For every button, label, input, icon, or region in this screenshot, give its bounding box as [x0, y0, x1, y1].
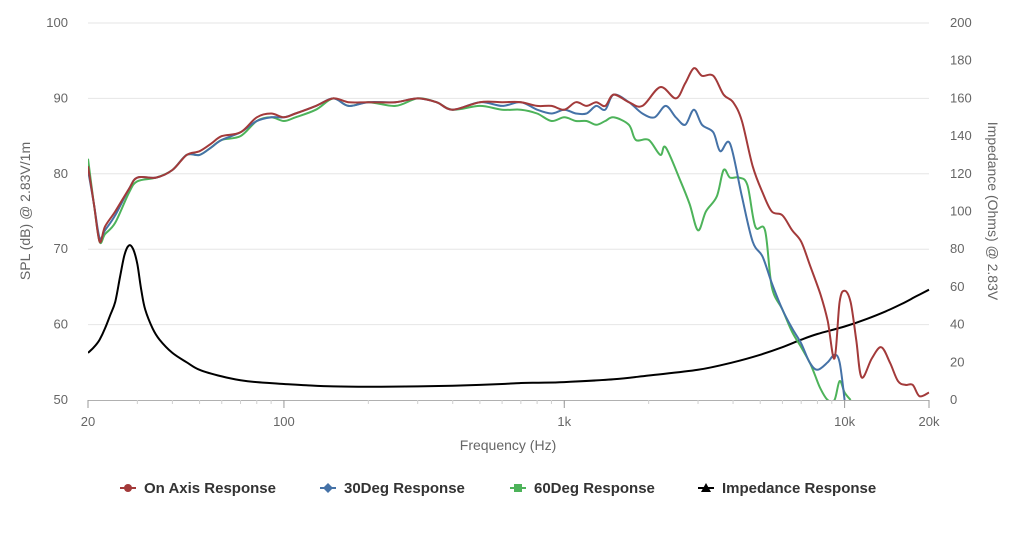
- x-tick-label: 20k: [919, 414, 940, 429]
- x-tick-label: 1k: [557, 414, 571, 429]
- y2-tick-label: 60: [950, 279, 964, 294]
- y-tick-label: 90: [54, 90, 68, 105]
- series-line-60deg-response: [88, 97, 852, 400]
- legend-label: Impedance Response: [722, 480, 876, 497]
- legend-item-30deg-response[interactable]: 30Deg Response: [320, 480, 465, 497]
- x-tick-label: 20: [81, 414, 95, 429]
- y2-tick-label: 200: [950, 15, 972, 30]
- y-axis-title: SPL (dB) @ 2.83V/1m: [17, 142, 33, 280]
- series-group: [88, 67, 930, 400]
- y2-tick-label: 180: [950, 53, 972, 68]
- diamond-marker-icon: [323, 483, 333, 493]
- x-tick-label: 100: [273, 414, 295, 429]
- y2-tick-label: 100: [950, 204, 972, 219]
- circle-marker-icon: [124, 484, 132, 492]
- x-axis-title: Frequency (Hz): [460, 437, 556, 453]
- series-line-impedance-response: [88, 244, 930, 388]
- y-axis-tick-labels: 50 60 70 80 90 100: [46, 15, 68, 407]
- y2-tick-label: 120: [950, 166, 972, 181]
- legend-item-60deg-response[interactable]: 60Deg Response: [510, 480, 655, 497]
- series-line-on-axis-response: [88, 67, 930, 398]
- legend-label: 60Deg Response: [534, 480, 655, 497]
- y2-tick-label: 20: [950, 354, 964, 369]
- square-marker-icon: [514, 484, 522, 492]
- y-tick-label: 100: [46, 15, 68, 30]
- legend-label: 30Deg Response: [344, 480, 465, 497]
- legend: On Axis Response 30Deg Response 60Deg Resp…: [120, 480, 876, 497]
- y2-tick-label: 140: [950, 128, 972, 143]
- y2-tick-label: 0: [950, 392, 957, 407]
- legend-label: On Axis Response: [144, 480, 276, 497]
- y2-axis-tick-labels: 0 20 40 60 80 100 120 140 160 180 200: [950, 15, 972, 407]
- y-tick-label: 80: [54, 166, 68, 181]
- y-tick-label: 60: [54, 317, 68, 332]
- y2-tick-label: 40: [950, 317, 964, 332]
- series-line-30deg-response: [88, 93, 846, 400]
- x-axis: 20 100 1k 10k 20k: [81, 400, 940, 429]
- triangle-marker-icon: [701, 483, 711, 492]
- y-tick-label: 50: [54, 392, 68, 407]
- legend-item-on-axis-response[interactable]: On Axis Response: [120, 480, 276, 497]
- grid-lines: [88, 22, 929, 326]
- y-tick-label: 70: [54, 241, 68, 256]
- x-tick-label: 10k: [834, 414, 855, 429]
- y2-axis-title: Impedance (Ohms) @ 2.83V: [985, 122, 1001, 301]
- y2-tick-label: 160: [950, 90, 972, 105]
- plot-area: [88, 67, 930, 400]
- legend-item-impedance-response[interactable]: Impedance Response: [698, 480, 876, 497]
- y2-tick-label: 80: [950, 241, 964, 256]
